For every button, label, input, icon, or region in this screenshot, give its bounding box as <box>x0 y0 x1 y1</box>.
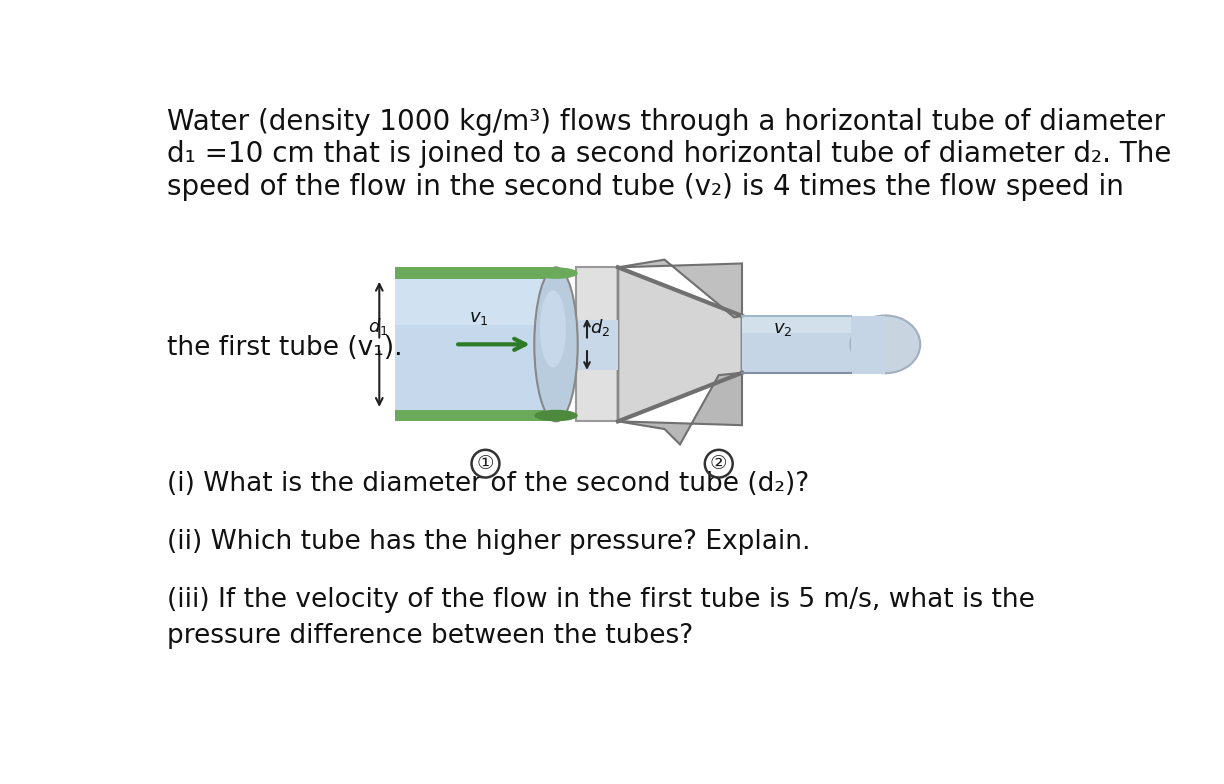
Bar <box>851 316 885 374</box>
Bar <box>742 316 851 374</box>
Text: $d_1$: $d_1$ <box>368 316 388 336</box>
Text: Water (density 1000 kg/m³) flows through a horizontal tube of diameter: Water (density 1000 kg/m³) flows through… <box>166 108 1165 136</box>
Ellipse shape <box>535 267 578 421</box>
Bar <box>742 316 851 333</box>
Ellipse shape <box>535 410 578 421</box>
Polygon shape <box>618 267 742 421</box>
Text: (iii) If the velocity of the flow in the first tube is 5 m/s, what is the
pressu: (iii) If the velocity of the flow in the… <box>166 587 1034 649</box>
Ellipse shape <box>851 315 920 373</box>
Text: $d_2$: $d_2$ <box>590 318 611 338</box>
Text: (i) What is the diameter of the second tube (d₂)?: (i) What is the diameter of the second t… <box>166 471 809 497</box>
Ellipse shape <box>535 267 578 279</box>
Bar <box>577 267 618 421</box>
Text: ①: ① <box>476 454 494 474</box>
Text: d₁ =10 cm that is joined to a second horizontal tube of diameter d₂. The: d₁ =10 cm that is joined to a second hor… <box>166 140 1171 169</box>
Bar <box>395 279 556 325</box>
Bar <box>395 267 556 279</box>
Text: $v_1$: $v_1$ <box>469 310 488 328</box>
Text: $v_2$: $v_2$ <box>774 320 792 338</box>
Polygon shape <box>618 260 742 318</box>
Text: ②: ② <box>710 454 727 474</box>
Ellipse shape <box>540 290 565 368</box>
Text: (ii) Which tube has the higher pressure? Explain.: (ii) Which tube has the higher pressure?… <box>166 529 810 555</box>
Bar <box>395 410 556 421</box>
Bar <box>577 320 618 370</box>
Polygon shape <box>618 373 742 445</box>
Bar <box>395 279 556 410</box>
Text: the first tube (v₁).: the first tube (v₁). <box>166 336 403 361</box>
Text: speed of the flow in the second tube (v₂) is 4 times the flow speed in: speed of the flow in the second tube (v₂… <box>166 172 1124 201</box>
